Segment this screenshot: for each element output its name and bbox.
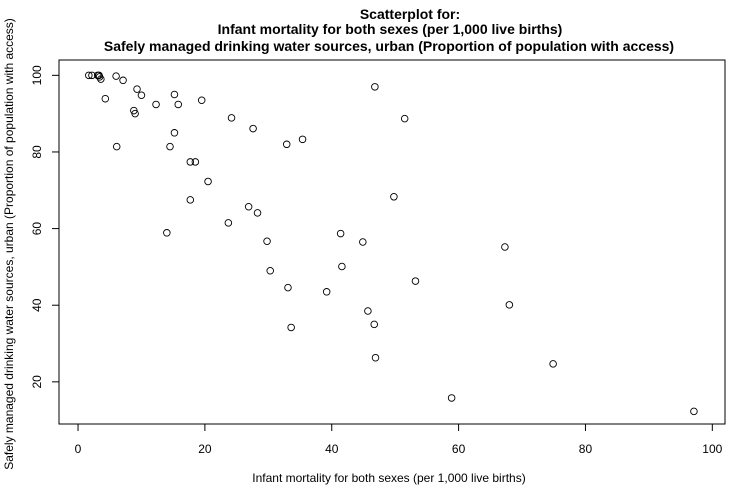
data-point [249, 124, 257, 133]
data-point [505, 301, 514, 309]
data-point [284, 283, 292, 292]
data-point [174, 100, 182, 109]
data-point [137, 91, 146, 100]
data-point [112, 142, 121, 151]
data-point [224, 219, 233, 227]
data-point [287, 323, 295, 332]
data-point [186, 158, 195, 166]
data-point [95, 71, 103, 80]
data-point [371, 83, 379, 91]
data-point [322, 288, 331, 296]
data-point [170, 129, 179, 137]
y-tick-label: 80 [30, 145, 44, 159]
data-point [336, 229, 345, 238]
y-tick-label: 20 [30, 375, 44, 389]
data-point [133, 85, 141, 93]
x-tick-label: 20 [198, 442, 212, 456]
data-point [85, 71, 93, 80]
data-point [166, 142, 174, 151]
data-points [85, 71, 698, 416]
y-tick-label: 60 [30, 222, 44, 236]
data-point [191, 158, 200, 166]
data-point [447, 394, 456, 402]
data-point [549, 360, 557, 368]
data-point [370, 320, 378, 329]
y-axis-label: Safely managed drinking water sources, u… [2, 18, 16, 470]
data-point [170, 90, 179, 99]
x-axis: 0 20 40 60 80 100 [75, 423, 723, 456]
x-axis-label: Infant mortality for both sexes (per 1,0… [252, 471, 525, 485]
chart-title-line-1: Scatterplot for: [360, 6, 460, 22]
y-axis: 20 40 60 80 100 [30, 65, 60, 389]
data-point [163, 229, 171, 237]
data-point [97, 75, 105, 83]
data-point [197, 96, 206, 104]
x-tick-label: 60 [452, 442, 466, 456]
data-point [112, 72, 120, 80]
data-point [501, 243, 509, 251]
data-point [411, 277, 420, 285]
data-point [131, 109, 139, 118]
data-point [101, 94, 110, 103]
data-point [364, 307, 372, 315]
chart-title-line-2: Infant mortality for both sexes (per 1,0… [218, 21, 563, 37]
data-point [390, 193, 398, 201]
plot-frame [58, 59, 726, 425]
x-tick-label: 100 [702, 442, 722, 456]
data-point [359, 238, 367, 246]
data-point [119, 76, 127, 85]
chart-title-line-3: Safely managed drinking water sources, u… [104, 38, 674, 54]
x-tick-label: 0 [75, 442, 82, 456]
data-point [152, 100, 160, 109]
x-tick-label: 40 [325, 442, 339, 456]
x-tick-label: 80 [579, 442, 593, 456]
y-tick-label: 40 [30, 298, 44, 312]
data-point [371, 353, 380, 362]
data-point [266, 266, 274, 275]
data-point [298, 135, 307, 144]
data-point [204, 177, 212, 186]
data-point [227, 114, 236, 122]
data-point [690, 407, 698, 416]
data-point [338, 262, 346, 271]
data-point [244, 202, 253, 211]
data-point [282, 140, 291, 149]
data-point [263, 237, 271, 245]
y-tick-label: 100 [30, 65, 44, 85]
data-point [253, 209, 262, 217]
data-point [186, 196, 195, 204]
data-point [400, 114, 409, 123]
